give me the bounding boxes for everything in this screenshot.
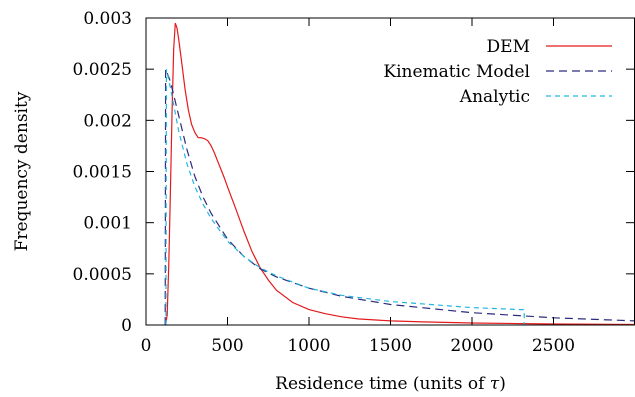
y-tick-label: 0.001 bbox=[83, 214, 132, 234]
legend: DEM Kinematic Model Analytic bbox=[383, 37, 612, 107]
x-tick-label: 500 bbox=[211, 336, 243, 356]
legend-label: Kinematic Model bbox=[383, 62, 530, 82]
y-tick-label: 0.0015 bbox=[73, 163, 132, 183]
x-tick-labels: 0 500 1000 1500 2000 2500 bbox=[141, 336, 576, 356]
series-line-dem bbox=[165, 22, 635, 325]
plot-area bbox=[164, 22, 635, 325]
y-tick-label: 0.002 bbox=[83, 111, 132, 131]
tick-marks bbox=[145, 17, 634, 326]
y-tick-label: 0.0005 bbox=[73, 265, 132, 285]
series-line-analytic bbox=[165, 69, 525, 325]
y-tick-label: 0 bbox=[121, 316, 132, 336]
x-axis-title-symbol: τ bbox=[490, 374, 500, 394]
y-tick-label: 0.003 bbox=[83, 9, 132, 29]
x-axis-title-suffix: ) bbox=[499, 374, 506, 394]
x-tick-label: 1000 bbox=[287, 336, 330, 356]
x-tick-label: 1500 bbox=[369, 336, 412, 356]
y-axis-title: Frequency density bbox=[12, 91, 32, 251]
x-axis-title-prefix: Residence time (units of bbox=[275, 374, 490, 394]
series-line-kinematic-model bbox=[164, 68, 635, 325]
y-tick-label: 0.0025 bbox=[73, 60, 132, 80]
x-tick-label: 0 bbox=[141, 336, 152, 356]
x-tick-label: 2000 bbox=[450, 336, 493, 356]
legend-label: Analytic bbox=[459, 87, 530, 107]
x-tick-label: 2500 bbox=[532, 336, 575, 356]
y-tick-labels: 0 0.0005 0.001 0.0015 0.002 0.0025 0.003 bbox=[73, 9, 132, 336]
x-axis-title: Residence time (units of τ) bbox=[275, 374, 506, 394]
legend-label: DEM bbox=[487, 37, 530, 57]
